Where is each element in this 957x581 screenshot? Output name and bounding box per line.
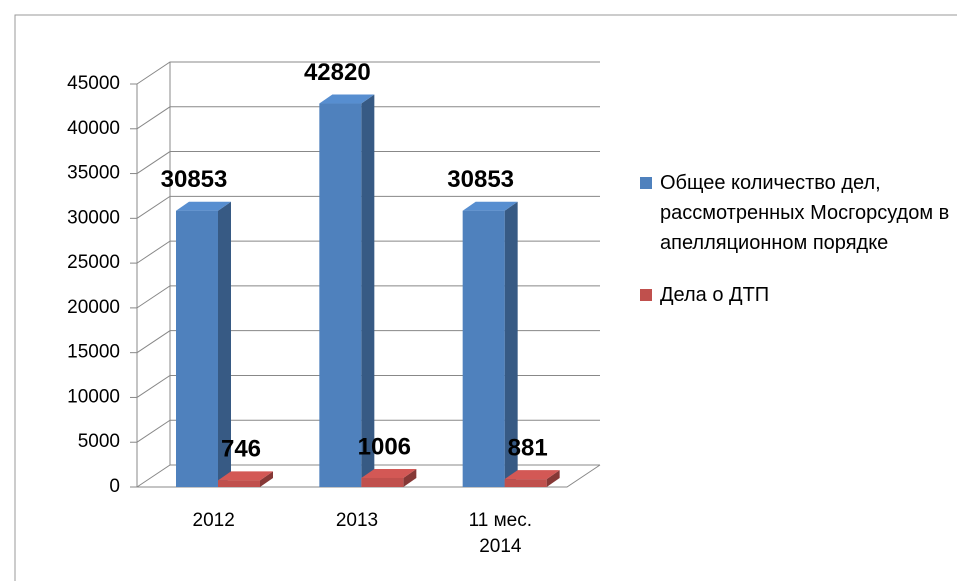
bar — [504, 479, 547, 487]
bar-top — [361, 468, 417, 478]
bar — [218, 480, 260, 487]
y-tick-label: 45000 — [67, 73, 120, 94]
bar — [176, 210, 218, 487]
grid-line — [136, 419, 600, 443]
y-tick-label: 20000 — [67, 297, 120, 318]
x-tick-label: 2013 — [335, 510, 379, 531]
floor-edge — [137, 464, 601, 488]
y-tick-label: 30000 — [67, 207, 120, 228]
y-tick-label: 5000 — [78, 431, 120, 452]
bar-side — [504, 201, 518, 487]
legend-item: Дела о ДТП — [640, 280, 950, 310]
bar-side — [260, 471, 273, 487]
grid-line — [136, 240, 600, 264]
bar — [319, 103, 362, 488]
y-tick-label: 40000 — [67, 118, 120, 139]
grid-line — [136, 285, 600, 309]
bar-top — [218, 471, 273, 481]
grid-line — [136, 374, 600, 398]
bar — [462, 210, 505, 487]
bar-side — [361, 94, 375, 488]
bar-top — [319, 94, 375, 104]
legend-swatch — [640, 289, 652, 301]
legend: Общее количество дел, рассмотренных Мосг… — [640, 168, 950, 332]
legend-item: Общее количество дел, рассмотренных Мосг… — [640, 168, 950, 258]
grid-line — [136, 106, 600, 130]
data-label: 881 — [508, 434, 548, 461]
data-label: 30853 — [447, 166, 514, 193]
grid-line — [136, 61, 600, 85]
legend-label: Общее количество дел, рассмотренных Мосг… — [660, 172, 950, 254]
y-tick-label: 0 — [109, 476, 120, 497]
grid-line — [136, 464, 600, 488]
frame — [14, 14, 957, 581]
legend-label: Дела о ДТП — [660, 284, 770, 306]
y-tick-label: 35000 — [67, 163, 120, 184]
legend-swatch — [640, 177, 652, 189]
bar-side — [546, 470, 560, 487]
grid-line — [136, 330, 600, 354]
grid-line — [136, 195, 600, 219]
bar-side — [218, 201, 231, 487]
data-label: 42820 — [304, 59, 371, 86]
bar-top — [176, 201, 231, 211]
data-label: 30853 — [161, 166, 228, 193]
bar-top — [462, 201, 518, 211]
data-label: 1006 — [358, 433, 411, 460]
y-tick-label: 10000 — [67, 386, 120, 407]
x-tick-label: 2012 — [192, 510, 235, 531]
bar-top — [504, 470, 560, 480]
x-tick-label: 11 мес. 2014 — [468, 510, 533, 557]
y-tick-label: 15000 — [67, 342, 120, 363]
bar-side — [403, 468, 417, 487]
y-tick-label: 25000 — [67, 252, 120, 273]
data-label: 746 — [221, 436, 261, 463]
bar — [361, 477, 404, 487]
grid-line — [136, 151, 600, 174]
